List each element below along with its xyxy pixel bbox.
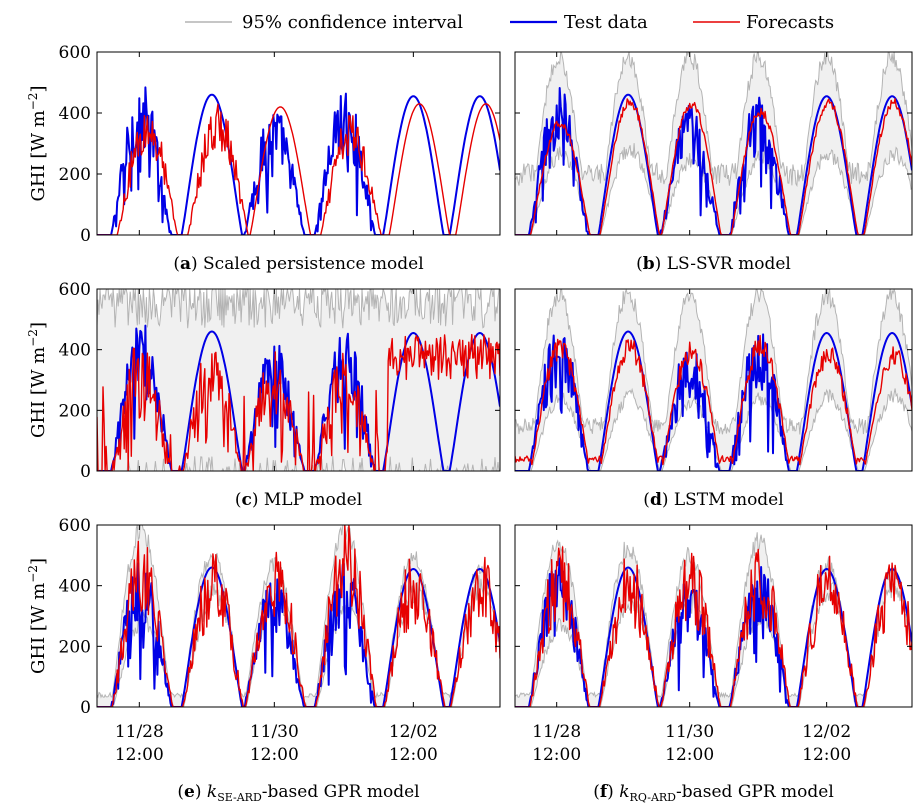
ytick-label-c-3: 600 [59,280,91,300]
y-axis-label-a: GHI [W m−2] [26,86,49,202]
xtick-time-e-0: 12:00 [115,745,164,765]
xtick-date-f-2: 12/02 [802,722,851,742]
legend: 95% confidence interval Test data Foreca… [185,12,834,33]
axes-frame-d [514,288,913,472]
forecast-line-b [515,98,912,235]
panel-e: 0 200 400 600 11/28 12:00 11/30 12:00 12/02 12:00… [26,516,501,804]
caption-a: (a) Scaled persistence model [173,254,423,274]
xtick-date-e-1: 11/30 [250,722,299,742]
forecast-line-e [97,525,500,707]
ytick-label-e-3: 600 [59,516,91,536]
test-line-a [97,86,500,235]
axes-frame-e [96,524,501,708]
ci-upper-b [515,52,912,188]
ci-upper-d [515,289,912,435]
panel-a: 0 200 400 600 GHI [W m−2] (a) Scaled persiste… [26,43,501,274]
ytick-label-a-1: 200 [59,165,91,185]
y-axis-label-e: GHI [W m−2] [26,558,49,674]
plot-area-c [97,289,500,471]
xtick-date-f-0: 11/28 [532,722,581,742]
y-axis-label-c: GHI [W m−2] [26,322,49,438]
legend-ci-label: 95% confidence interval [242,12,463,33]
plot-area-b [515,52,912,235]
ytick-label-c-1: 200 [59,401,91,421]
legend-forecast-label: Forecasts [746,12,834,33]
xtick-time-e-2: 12:00 [389,745,438,765]
test-line-b [515,87,912,235]
ci-upper-c [97,289,500,329]
caption-f: (f) kRQ-ARD-based GPR model [593,782,834,804]
ytick-label-c-0: 0 [80,462,91,482]
ci-lower-c [97,455,500,471]
xtick-time-f-1: 12:00 [665,745,714,765]
panel-b: (b) LS-SVR model [514,51,913,274]
plot-area-d [515,289,912,471]
panel-f: 11/28 12:00 11/30 12:00 12/02 12:00 (f) kRQ-AR… [514,524,913,804]
caption-c: (c) MLP model [235,490,362,510]
caption-b: (b) LS-SVR model [636,254,791,274]
xtick-date-e-2: 12/02 [389,722,438,742]
xtick-time-f-0: 12:00 [532,745,581,765]
forecast-line-d [515,334,912,466]
axes-frame-b [514,51,913,236]
panel-d: (d) LSTM model [514,288,913,510]
forecast-line-f [515,546,912,707]
xtick-date-f-1: 11/30 [665,722,714,742]
ytick-label-a-0: 0 [80,226,91,246]
ytick-label-a-3: 600 [59,43,91,63]
forecast-line-a [97,103,500,235]
xtick-time-f-2: 12:00 [802,745,851,765]
plot-area-f [515,532,912,707]
caption-d: (d) LSTM model [643,490,783,510]
ytick-label-a-2: 400 [59,104,91,124]
ytick-label-c-2: 400 [59,341,91,361]
ytick-label-e-0: 0 [80,698,91,718]
axes-frame-c [96,288,501,472]
panel-c: 0 200 400 600 GHI [W m−2] (c) MLP model [26,280,501,510]
ytick-label-e-2: 400 [59,577,91,597]
legend-test-label: Test data [564,12,648,33]
axes-frame-a [96,51,501,236]
xtick-time-e-1: 12:00 [250,745,299,765]
plot-area-a [97,86,500,235]
xtick-date-e-0: 11/28 [115,722,164,742]
ytick-label-e-1: 200 [59,637,91,657]
forecast-line-c [97,333,500,471]
plot-area-e [97,525,500,707]
axes-frame-f [514,524,913,708]
caption-e: (e) kSE-ARD-based GPR model [177,782,419,804]
